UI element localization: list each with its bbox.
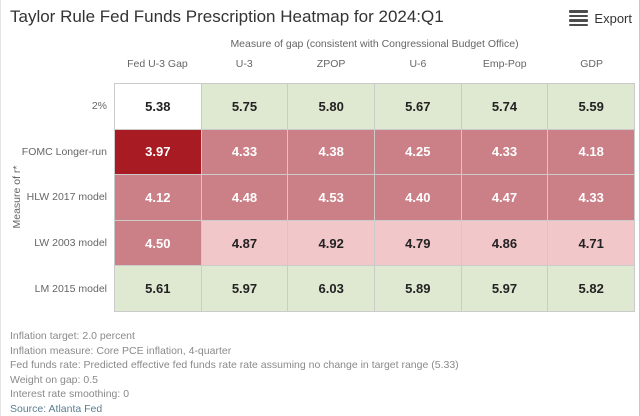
heatmap-cell: 3.97 (115, 129, 202, 176)
column-header: U-6 (409, 58, 427, 70)
heatmap-cell: 4.92 (288, 220, 375, 267)
heatmap-cell: 5.67 (374, 84, 462, 130)
heatmap-cell: 4.40 (374, 175, 462, 221)
footnotes: Inflation target: 2.0 percent Inflation … (10, 329, 459, 416)
row-label: LW 2003 model (34, 237, 107, 250)
column-header: U-3 (235, 58, 253, 70)
heatmap-cell: 6.03 (288, 266, 375, 312)
y-axis-title: Measure of r* (11, 165, 23, 229)
row-label: LM 2015 model (34, 283, 107, 296)
heatmap-cell: 4.25 (374, 129, 462, 176)
heatmap-cell: 5.89 (374, 266, 462, 312)
heatmap-cell: 4.79 (374, 220, 462, 267)
footnote-line: Interest rate smoothing: 0 (10, 388, 130, 400)
heatmap-cell: 4.71 (548, 220, 635, 267)
row-label: HLW 2017 model (26, 191, 107, 204)
heatmap-cell: 5.38 (115, 84, 202, 130)
heatmap-cell: 5.59 (548, 84, 635, 130)
hamburger-menu-icon (569, 10, 589, 26)
row-label: 2% (91, 99, 107, 112)
column-group-label: Measure of gap (consistent with Congress… (230, 38, 519, 50)
footnote-line: Inflation target: 2.0 percent (10, 330, 135, 342)
column-header: GDP (580, 58, 603, 70)
column-header: ZPOP (316, 58, 346, 70)
heatmap-cell: 4.48 (201, 175, 289, 221)
heatmap-grid: 5.38 5.75 5.80 5.67 5.74 5.59 3.97 4.33 4.38 4.25… (114, 83, 635, 312)
export-button-label: Export (594, 10, 632, 26)
heatmap-cell: 4.47 (461, 175, 549, 221)
column-headers: Fed U-3 Gap U-3 ZPOP U-6 Emp-Pop GDP (114, 58, 635, 70)
row-label: FOMC Longer-run (21, 145, 107, 158)
chart-title: Taylor Rule Fed Funds Prescription Heatm… (10, 7, 444, 26)
row-labels: 2% FOMC Longer-run HLW 2017 model LW 2003 m… (1, 83, 107, 312)
column-header: Emp-Pop (482, 58, 527, 70)
source-link[interactable]: Source: Atlanta Fed (10, 402, 103, 415)
heatmap-cell: 4.18 (548, 129, 635, 176)
column-header: Fed U-3 Gap (127, 58, 188, 70)
heatmap-cell: 4.12 (115, 175, 202, 221)
export-button[interactable]: Export (569, 10, 632, 26)
heatmap-cell: 4.33 (548, 175, 635, 221)
heatmap-cell: 5.80 (288, 84, 375, 130)
heatmap-cell: 5.75 (201, 84, 289, 130)
footnote-line: Fed funds rate: Predicted effective fed … (10, 359, 459, 371)
heatmap-cell: 5.61 (115, 266, 202, 312)
heatmap-cell: 4.33 (201, 129, 289, 176)
heatmap-cell: 5.97 (461, 266, 549, 312)
footnote-line: Inflation measure: Core PCE inflation, 4… (10, 344, 232, 357)
heatmap-cell: 5.82 (548, 266, 635, 312)
heatmap-cell: 4.86 (461, 220, 549, 267)
heatmap-cell: 5.74 (461, 84, 549, 130)
heatmap-cell: 4.38 (288, 129, 375, 176)
heatmap-cell: 4.50 (115, 220, 202, 267)
heatmap-cell: 4.87 (201, 220, 289, 267)
heatmap-cell: 5.97 (201, 266, 289, 312)
heatmap-cell: 4.53 (288, 175, 375, 221)
heatmap-cell: 4.33 (461, 129, 549, 176)
footnote-line: Weight on gap: 0.5 (10, 373, 98, 386)
